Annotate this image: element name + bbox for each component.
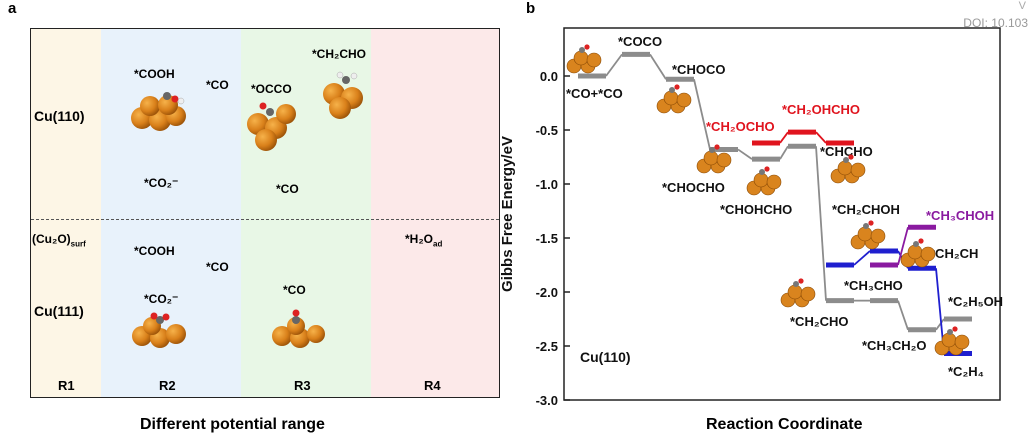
corner-mark: V <box>1018 0 1026 12</box>
y-tick-label: -1.0 <box>536 177 558 192</box>
species-label-ch2ocho: *CH₂OCHO <box>706 119 775 134</box>
species-label-choco: *CHOCO <box>672 62 725 77</box>
region-label-r2: R2 <box>159 378 176 393</box>
cu-cluster-icon <box>746 166 782 196</box>
panel-a-letter: a <box>8 0 17 17</box>
y-tick-label: -0.5 <box>536 123 558 138</box>
y-tick-label: -1.5 <box>536 231 558 246</box>
divider-dashed <box>31 219 499 220</box>
species-bot-co-r3: *CO <box>283 283 306 297</box>
species-label-co_co: *CO+*CO <box>566 86 623 101</box>
connector-main <box>693 79 711 150</box>
species-top-co-r2: *CO <box>206 78 229 92</box>
species-top-cooh: *COOH <box>134 67 175 81</box>
connector-blue <box>853 250 871 266</box>
species-bot-co2: *CO₂⁻ <box>144 292 179 306</box>
species-label-ch2cho: *CH₂CHO <box>790 314 849 329</box>
region-label-r4: R4 <box>424 378 441 393</box>
panel-a-xlabel: Different potential range <box>140 416 325 433</box>
cu-cluster-icon <box>900 238 936 268</box>
y-tick-label: 0.0 <box>540 69 558 84</box>
species-label-ch3ch2o: *CH₃CH₂O <box>862 338 927 353</box>
y-tick-label: -2.5 <box>536 339 558 354</box>
y-axis-label: Gibbs Free Energy/eV <box>499 136 516 292</box>
species-top-co-r3: *CO <box>276 182 299 196</box>
y-tick-label: -3.0 <box>536 393 558 408</box>
species-label-c2h4: *C₂H₄ <box>948 364 984 379</box>
y-tick-label: -2.0 <box>536 285 558 300</box>
connector-purple <box>897 226 909 266</box>
connector-red <box>779 131 789 144</box>
panel-b-xlabel: Reaction Coordinate <box>706 416 863 433</box>
cu-cluster-icon <box>656 84 692 114</box>
species-top-occo: *OCCO <box>251 82 292 96</box>
cu-cluster-icon <box>696 144 732 174</box>
row-label-cu2o: (Cu₂O)surf <box>32 232 86 249</box>
cu-cluster-icon <box>566 44 602 74</box>
species-label-ch2ch: *CH₂CH <box>930 246 978 261</box>
species-label-ch3cho: *CH₃CHO <box>844 278 903 293</box>
region-label-r3: R3 <box>294 378 311 393</box>
species-top-co2: *CO₂⁻ <box>144 176 179 190</box>
connector-main <box>897 300 909 331</box>
species-label-c2h5oh: *C₂H₅OH <box>948 294 1003 309</box>
doi-text: DOI: 10.103 <box>963 16 1028 30</box>
connector-main <box>779 145 789 160</box>
region-r1 <box>31 29 101 397</box>
cu-cluster-icon <box>830 154 866 184</box>
connector-red <box>815 131 827 144</box>
species-bot-co-r2: *CO <box>206 260 229 274</box>
species-label-coco: *COCO <box>618 34 662 49</box>
cu-cluster-icon <box>780 278 816 308</box>
connector-main <box>649 53 667 80</box>
region-r4 <box>371 29 499 397</box>
species-label-chohcho: *CHOHCHO <box>720 202 792 217</box>
species-top-ch2cho: *CH₂CHO <box>312 47 366 61</box>
row-label-cu111: Cu(111) <box>34 303 84 319</box>
species-bot-cooh: *COOH <box>134 244 175 258</box>
species-label-ch2ohcho: *CH₂OHCHO <box>782 102 860 117</box>
species-label-ch2choh: *CH₂CHOH <box>832 202 900 217</box>
species-bot-h2o: *H₂Oad <box>405 232 443 249</box>
plot-frame <box>563 27 1001 401</box>
annotation-cu110: Cu(110) <box>580 349 631 365</box>
cu-cluster-icon <box>934 326 970 356</box>
species-label-ch3choh: *CH₃CHOH <box>926 208 994 223</box>
connector-main <box>815 146 827 301</box>
species-label-chcho: *CHCHO <box>820 144 873 159</box>
connector-main <box>935 318 945 331</box>
connector-main <box>605 53 623 77</box>
region-label-r1: R1 <box>58 378 75 393</box>
row-label-cu110: Cu(110) <box>34 108 85 124</box>
connector-main <box>737 148 753 160</box>
species-label-chocho: *CHOCHO <box>662 180 725 195</box>
panel-a-frame <box>30 28 500 398</box>
panel-b-letter: b <box>526 0 536 17</box>
cu-cluster-icon <box>850 220 886 250</box>
